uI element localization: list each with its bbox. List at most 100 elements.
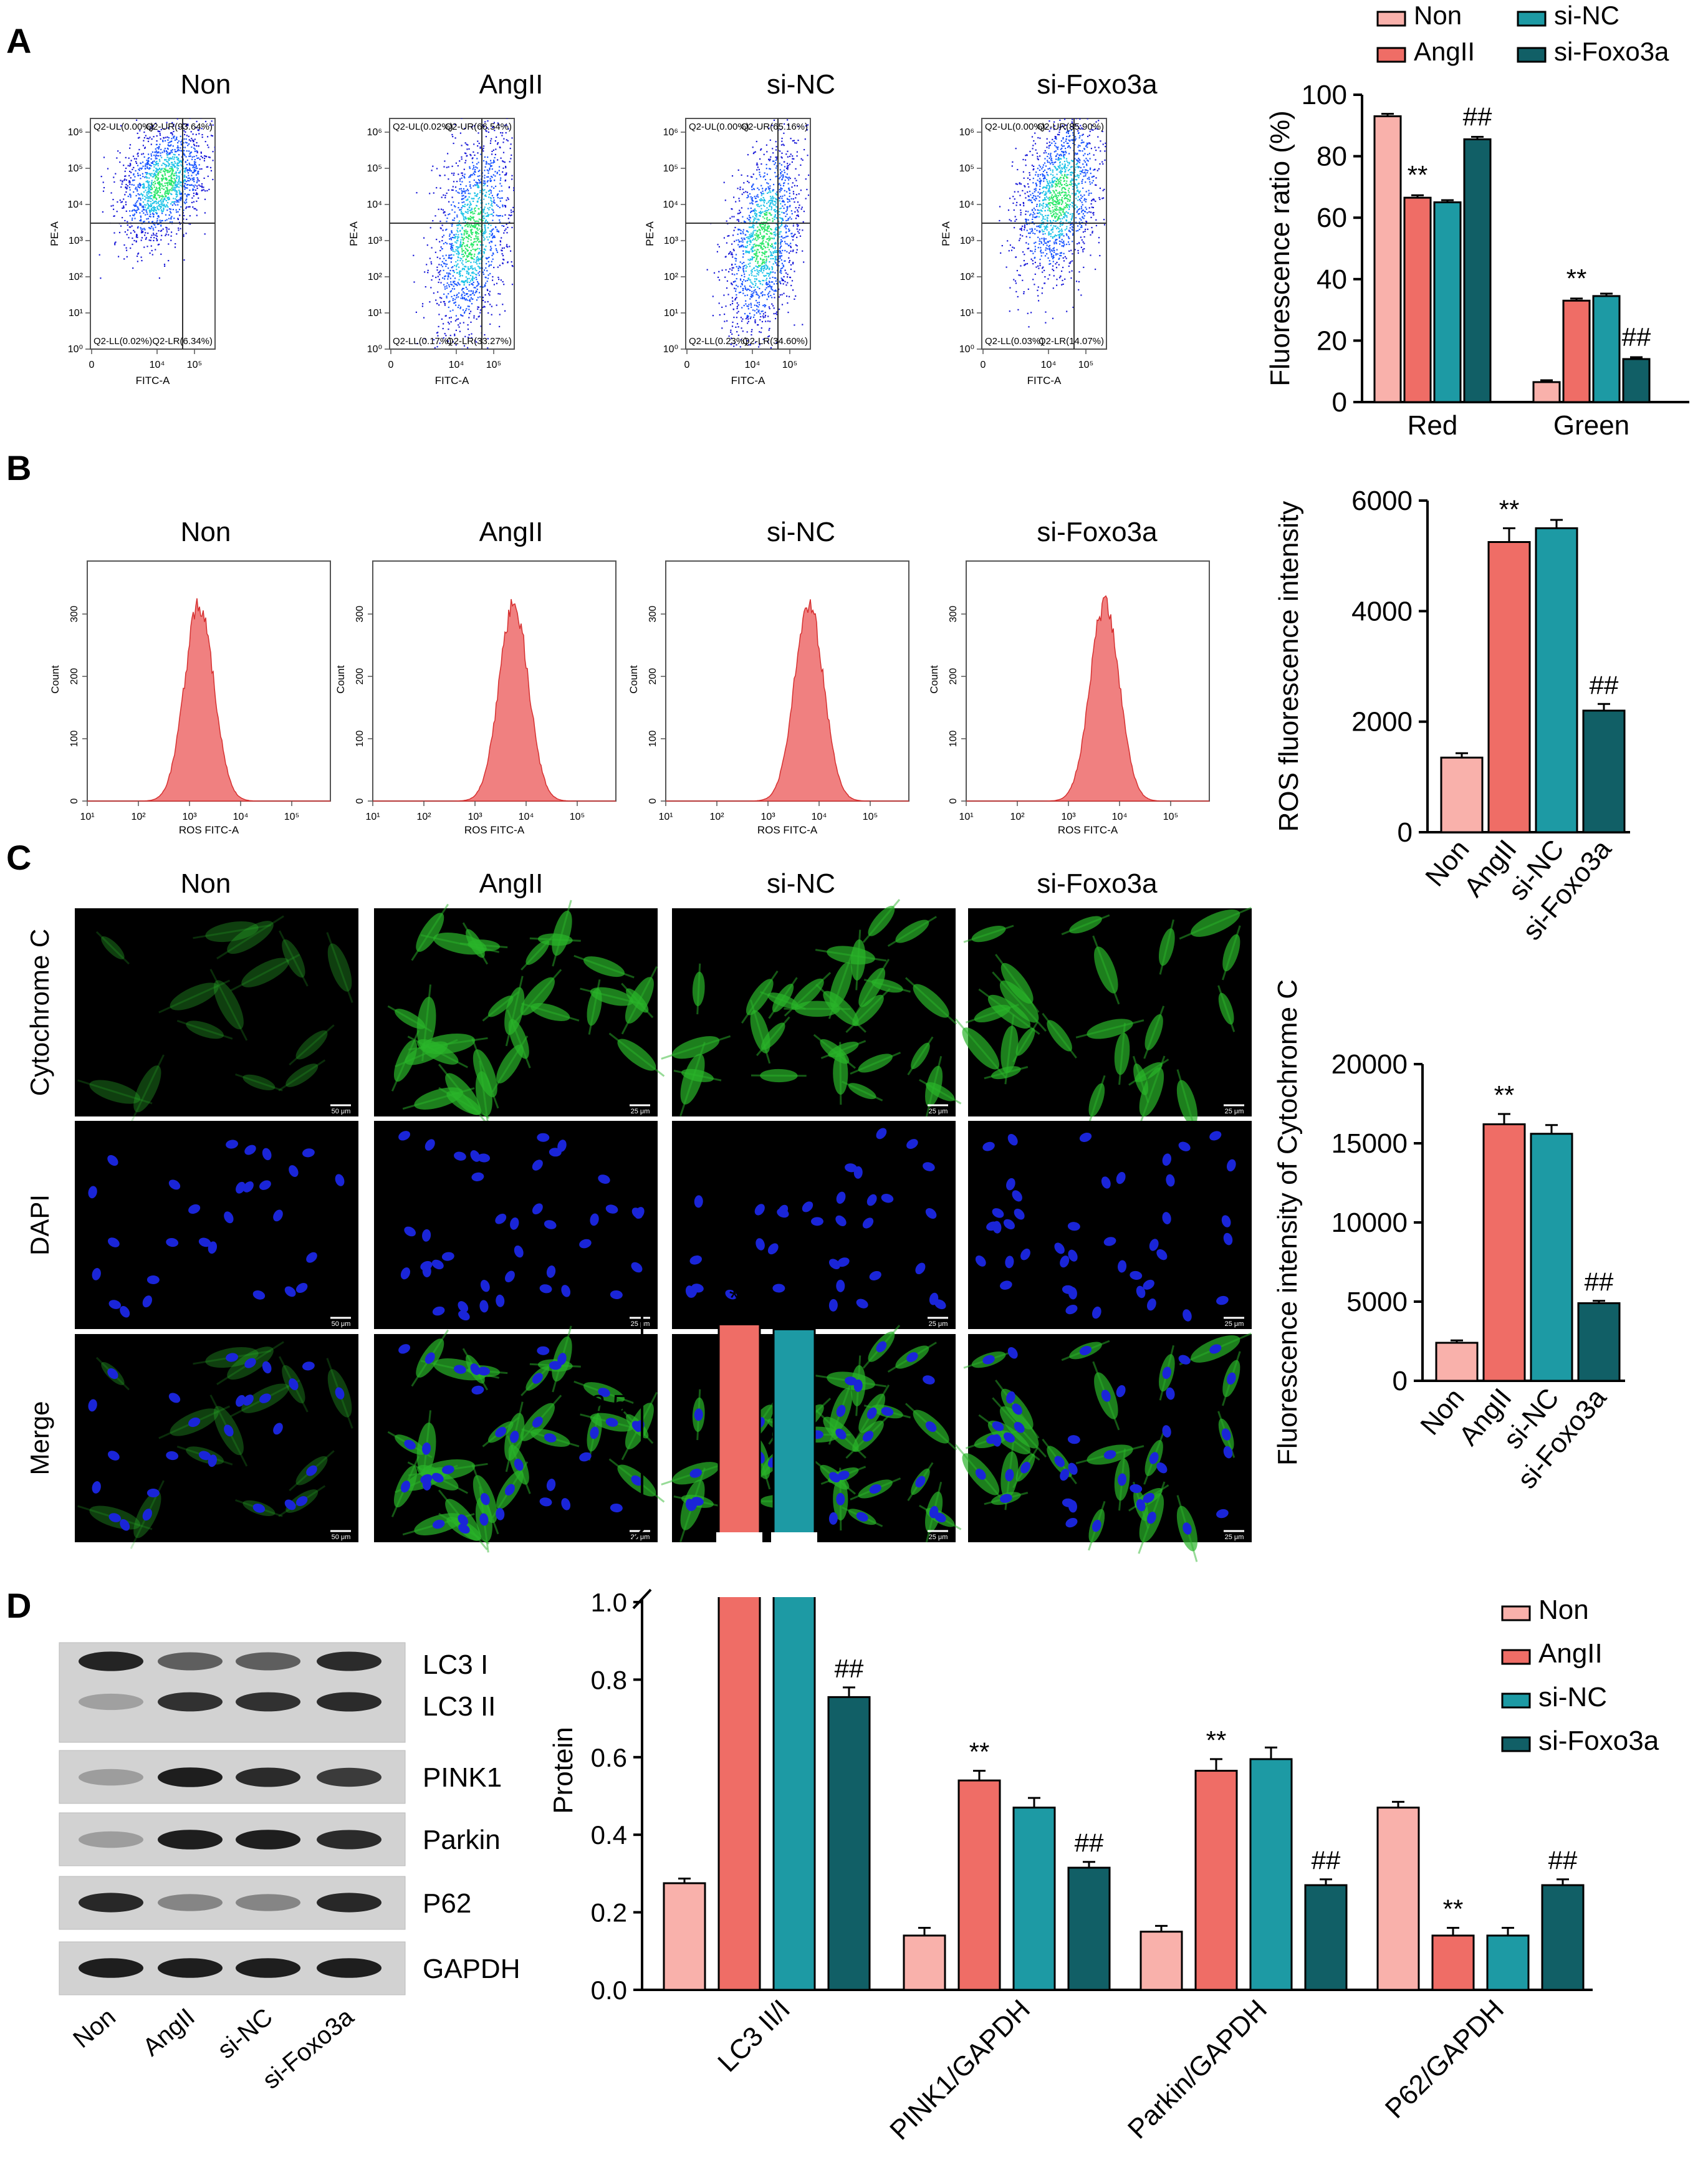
flow-event-dot bbox=[477, 281, 479, 283]
flow-event-dot bbox=[1075, 184, 1077, 186]
flow-event-dot bbox=[1074, 169, 1076, 171]
flow-event-dot bbox=[516, 100, 517, 101]
flow-event-dot bbox=[742, 239, 744, 241]
flow-event-dot bbox=[783, 132, 785, 134]
flow-event-dot bbox=[756, 249, 758, 251]
flow-event-dot bbox=[775, 165, 778, 167]
flow-event-dot bbox=[156, 182, 159, 184]
flow-event-dot bbox=[741, 284, 743, 286]
flow-event-dot bbox=[774, 209, 776, 211]
flow-event-dot bbox=[140, 239, 142, 241]
flow-event-dot bbox=[177, 157, 179, 159]
flow-event-dot bbox=[756, 195, 757, 197]
flow-event-dot bbox=[735, 260, 737, 262]
flow-event-dot bbox=[751, 306, 752, 308]
flow-event-dot bbox=[780, 236, 782, 238]
flow-event-dot bbox=[1075, 217, 1077, 219]
flow-event-dot bbox=[762, 252, 764, 254]
flow-event-dot bbox=[467, 208, 469, 210]
flow-event-dot bbox=[768, 275, 770, 277]
flow-event-dot bbox=[484, 227, 486, 229]
flow-event-dot bbox=[504, 205, 507, 207]
flow-event-dot bbox=[166, 209, 168, 211]
flow-event-dot bbox=[511, 175, 513, 176]
flow-event-dot bbox=[779, 231, 780, 233]
flow-event-dot bbox=[486, 185, 489, 187]
flow-event-dot bbox=[750, 196, 752, 198]
flow-event-dot bbox=[128, 186, 130, 188]
flow-event-dot bbox=[474, 241, 476, 242]
flow-event-dot bbox=[491, 176, 493, 178]
flow-event-dot bbox=[458, 252, 460, 254]
flow-event-dot bbox=[736, 344, 737, 346]
flow-event-dot bbox=[751, 270, 752, 272]
flow-event-dot bbox=[746, 266, 748, 267]
flow-event-dot bbox=[1069, 221, 1071, 223]
flow-event-dot bbox=[123, 180, 125, 181]
flow-event-dot bbox=[466, 293, 469, 295]
flow-event-dot bbox=[150, 153, 152, 155]
flow-event-dot bbox=[139, 184, 141, 186]
flow-event-dot bbox=[170, 144, 172, 146]
flow-event-dot bbox=[461, 190, 463, 192]
flow-event-dot bbox=[157, 175, 159, 176]
flow-event-dot bbox=[795, 244, 797, 246]
flow-event-dot bbox=[183, 130, 185, 132]
flow-event-dot bbox=[179, 171, 181, 173]
flow-event-dot bbox=[150, 239, 151, 241]
flow-event-dot bbox=[455, 233, 457, 235]
flow-event-dot bbox=[764, 316, 766, 318]
flow-event-dot bbox=[209, 166, 212, 168]
flow-event-dot bbox=[156, 163, 158, 165]
flow-event-dot bbox=[161, 213, 163, 214]
flow-event-dot bbox=[741, 283, 742, 285]
flow-event-dot bbox=[448, 274, 449, 276]
flow-event-dot bbox=[467, 261, 469, 262]
flow-event-dot bbox=[144, 147, 146, 149]
flow-event-dot bbox=[781, 137, 783, 140]
flow-event-dot bbox=[474, 340, 476, 342]
flow-event-dot bbox=[761, 243, 763, 246]
flow-event-dot bbox=[749, 258, 751, 260]
flow-ytick-label: 10⁰ bbox=[663, 344, 678, 355]
flow-quadrant-ll: Q2-LL(0.02%) bbox=[94, 336, 152, 347]
flow-event-dot bbox=[1077, 190, 1079, 192]
flow-event-dot bbox=[195, 127, 197, 128]
flow-event-dot bbox=[484, 294, 486, 296]
flow-event-dot bbox=[774, 211, 776, 213]
flow-event-dot bbox=[470, 261, 472, 264]
flow-event-dot bbox=[1024, 186, 1026, 188]
flow-event-dot bbox=[781, 279, 783, 282]
flow-event-dot bbox=[772, 276, 774, 278]
flow-event-dot bbox=[463, 292, 465, 294]
flow-event-dot bbox=[762, 266, 764, 267]
flow-event-dot bbox=[471, 230, 473, 232]
flow-yaxis-label: PE-A bbox=[49, 221, 60, 246]
flow-event-dot bbox=[484, 180, 486, 182]
flow-event-dot bbox=[751, 226, 752, 228]
flow-event-dot bbox=[507, 246, 509, 248]
flow-event-dot bbox=[496, 229, 498, 231]
flow-event-dot bbox=[466, 143, 468, 145]
flow-event-dot bbox=[454, 123, 456, 125]
flow-event-dot bbox=[477, 236, 479, 238]
flow-event-dot bbox=[770, 258, 772, 260]
flow-event-dot bbox=[1055, 142, 1057, 144]
flow-event-dot bbox=[159, 221, 161, 223]
flow-event-dot bbox=[466, 204, 468, 206]
flow-event-dot bbox=[168, 171, 170, 173]
flow-event-dot bbox=[118, 231, 121, 234]
flow-event-dot bbox=[142, 153, 145, 155]
flow-event-dot bbox=[492, 215, 494, 217]
flow-event-dot bbox=[497, 266, 499, 268]
flow-event-dot bbox=[448, 254, 450, 256]
flow-event-dot bbox=[151, 188, 153, 191]
flow-event-dot bbox=[176, 158, 178, 160]
flow-event-dot bbox=[187, 170, 189, 171]
flow-event-dot bbox=[769, 158, 771, 160]
flow-event-dot bbox=[466, 299, 468, 301]
flow-event-dot bbox=[120, 125, 122, 127]
flow-event-dot bbox=[151, 162, 153, 164]
flow-event-dot bbox=[1048, 208, 1050, 210]
flow-event-dot bbox=[772, 252, 774, 254]
